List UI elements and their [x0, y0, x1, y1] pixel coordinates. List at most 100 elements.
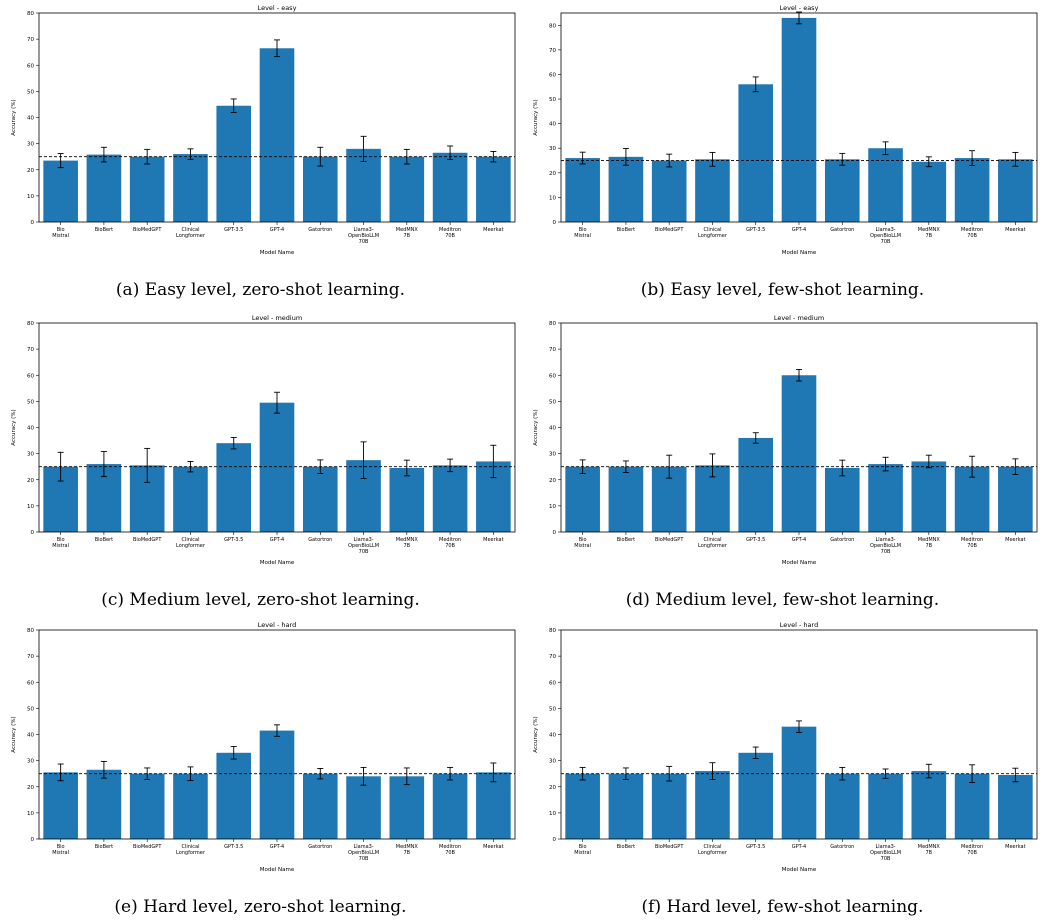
x-tick-label: 70B: [359, 856, 369, 862]
x-tick-label: Bio: [579, 844, 587, 850]
bar: [911, 771, 947, 839]
chart-title: Level - easy: [258, 4, 297, 12]
bar: [43, 772, 78, 839]
plot-frame: [38, 322, 516, 533]
x-tick-label: GPT-3.5: [746, 537, 765, 543]
x-tick-label: OpenBioLLM: [348, 233, 379, 239]
y-tick-label: 50: [549, 97, 556, 103]
bar: [389, 156, 425, 222]
y-tick-label: 30: [27, 142, 34, 148]
x-tick-label: Gatortron: [308, 537, 332, 543]
x-tick-label: Clinical: [181, 537, 199, 543]
x-tick-label: MedMNX: [918, 844, 941, 850]
y-tick-label: 40: [27, 116, 34, 122]
chart-e: Level - hard 0 10 20 30 40 50 60 70 80 Accuracy (%…: [11, 621, 516, 873]
bar: [43, 160, 78, 222]
y-tick-label: 30: [549, 452, 556, 458]
x-axis-label: Model Name: [260, 250, 295, 256]
plot-frame: [38, 12, 516, 223]
chart-panel-d: Level - medium 0 10 20 30 40 50 60 70 80 Accuracy …: [522, 310, 1043, 617]
y-tick-label: 50: [549, 399, 556, 405]
x-tick-label: Bio: [579, 227, 587, 233]
x-tick-label: BioMedGPT: [655, 537, 684, 543]
y-tick-label: 10: [27, 504, 34, 510]
y-tick-label: 80: [549, 23, 556, 29]
x-tick-label: 7B: [404, 850, 411, 856]
x-tick-label: Clinical: [703, 227, 721, 233]
y-tick-label: 40: [27, 426, 34, 432]
bar: [476, 156, 511, 222]
x-tick-label: BioBert: [617, 537, 635, 543]
x-tick-label: MedMNX: [396, 227, 419, 233]
y-tick-label: 30: [549, 759, 556, 765]
x-tick-label: GPT-3.5: [746, 227, 765, 233]
x-tick-label: Llama3-: [875, 844, 895, 850]
plot-frame: [560, 629, 1038, 840]
x-tick-label: OpenBioLLM: [870, 543, 901, 549]
chart-panel-f: Level - hard 0 10 20 30 40 50 60 70 80 Accuracy (%…: [522, 617, 1043, 924]
y-axis-label: Accuracy (%): [533, 409, 539, 445]
plot-frame: [560, 12, 1038, 223]
y-tick-label: 50: [27, 399, 34, 405]
bar: [998, 774, 1033, 839]
x-tick-label: Meerkat: [483, 844, 503, 850]
caption-d: (d) Medium level, few-shot learning.: [625, 590, 940, 610]
chart-title: Level - hard: [258, 621, 296, 629]
bar: [998, 466, 1033, 532]
x-tick-label: 70B: [881, 549, 891, 555]
x-tick-label: 70B: [445, 233, 455, 239]
x-tick-label: BioMedGPT: [133, 227, 162, 233]
x-tick-label: Meerkat: [1005, 227, 1025, 233]
caption-a: (a) Easy level, zero-shot learning.: [115, 280, 406, 300]
plot-frame: [560, 322, 1038, 533]
y-tick-label: 20: [27, 785, 34, 791]
x-tick-label: 70B: [359, 549, 369, 555]
x-tick-label: Meditron: [439, 227, 461, 233]
y-tick-label: 20: [549, 171, 556, 177]
y-tick-label: 10: [27, 194, 34, 200]
x-tick-label: 7B: [926, 543, 933, 549]
x-tick-label: 70B: [445, 543, 455, 549]
y-tick-label: 0: [31, 530, 35, 536]
x-tick-label: 70B: [881, 239, 891, 245]
x-tick-label: MedMNX: [396, 537, 419, 543]
y-tick-label: 50: [549, 706, 556, 712]
bar: [216, 105, 252, 222]
y-axis-label: Accuracy (%): [533, 716, 539, 752]
bar: [824, 773, 860, 839]
y-tick-label: 60: [27, 680, 34, 686]
x-tick-label: GPT-4: [270, 537, 284, 543]
bar: [911, 461, 947, 532]
chart-b: Level - easy 0 10 20 30 40 50 60 70 80 Accuracy (%…: [533, 4, 1038, 256]
x-tick-label: BioBert: [617, 844, 635, 850]
y-tick-label: 60: [549, 373, 556, 379]
x-axis-label: Model Name: [782, 560, 817, 566]
x-tick-label: Mistral: [574, 543, 591, 549]
bar: [868, 773, 903, 839]
y-tick-label: 60: [27, 63, 34, 69]
x-tick-label: Llama3-: [353, 537, 373, 543]
x-tick-label: Longformer: [698, 233, 728, 239]
y-tick-label: 0: [553, 837, 557, 843]
y-tick-label: 0: [31, 837, 35, 843]
chart-title: Level - medium: [252, 314, 302, 322]
x-axis-label: Model Name: [260, 560, 295, 566]
chart-title: Level - medium: [774, 314, 824, 322]
bar: [695, 159, 730, 222]
x-axis-label: Model Name: [782, 867, 817, 873]
y-tick-label: 30: [27, 759, 34, 765]
bar: [608, 773, 644, 839]
chart-panel-a: Level - easy 0 10 20 30 40 50 60 70 80 Accuracy (%…: [0, 0, 521, 307]
chart-panel-c: Level - medium 0 10 20 30 40 50 60 70 80 Accuracy …: [0, 310, 521, 617]
bar: [824, 159, 860, 222]
bar: [389, 467, 425, 532]
bar: [259, 402, 295, 532]
y-tick-label: 10: [549, 504, 556, 510]
bar: [781, 17, 817, 222]
x-tick-label: GPT-4: [792, 537, 806, 543]
x-tick-label: 70B: [881, 856, 891, 862]
y-tick-label: 20: [549, 478, 556, 484]
x-tick-label: GPT-3.5: [224, 537, 243, 543]
bar: [608, 156, 644, 222]
x-tick-label: BioBert: [617, 227, 635, 233]
